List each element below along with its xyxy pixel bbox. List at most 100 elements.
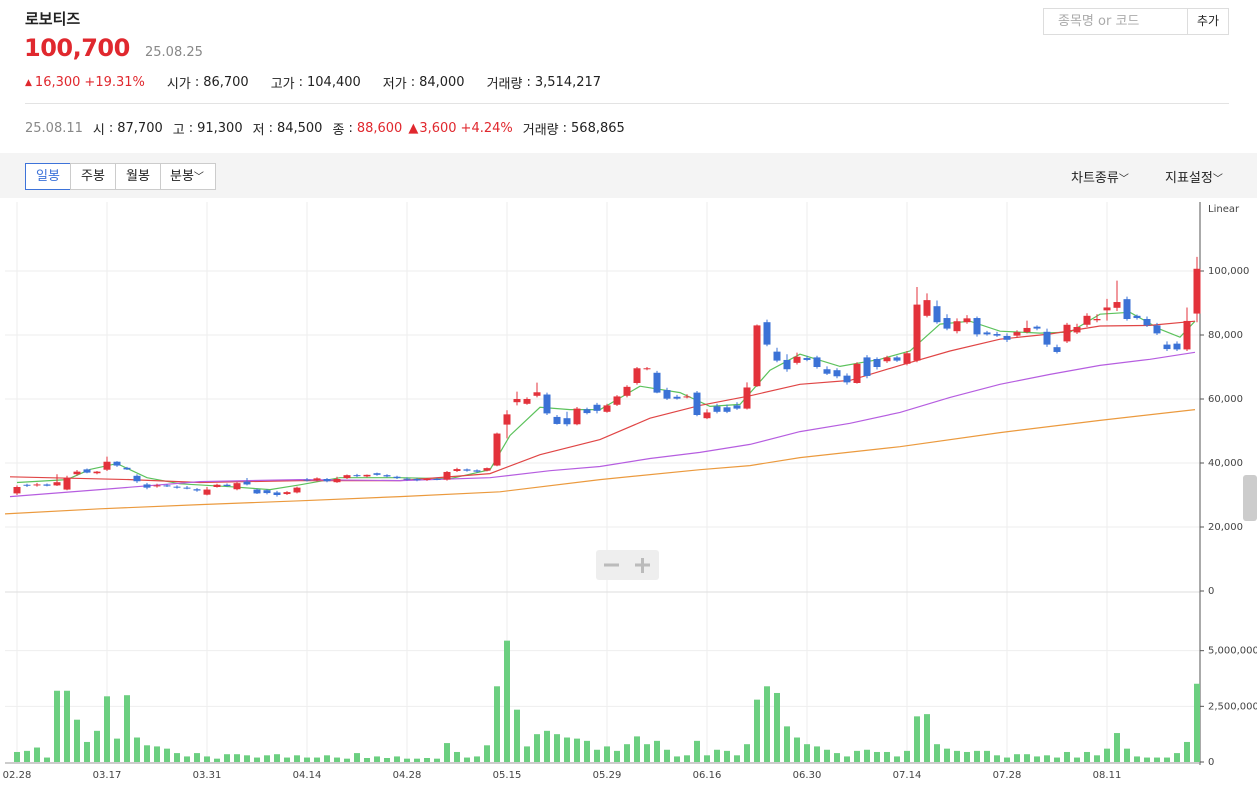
volume-bar (434, 758, 440, 762)
volume-bar (64, 690, 70, 762)
candle-body (1103, 307, 1111, 311)
menu-label: 지표설정 (1165, 171, 1213, 186)
volume-bar (524, 746, 530, 762)
volume-bar (1084, 751, 1090, 762)
volume-bar (994, 755, 1000, 762)
volume-bar (14, 751, 20, 762)
candle-body (1093, 319, 1101, 321)
candle-body (1003, 335, 1011, 340)
candle-body (643, 368, 651, 370)
colon: : (108, 121, 114, 136)
candle-body (633, 368, 641, 383)
stat-label: 저 (252, 123, 265, 138)
candle-body (463, 469, 471, 471)
candle-body (793, 356, 801, 363)
stat-value: 91,300 (197, 121, 243, 136)
volume-bar (894, 756, 900, 762)
candle-body (1143, 319, 1151, 326)
volume-bar (1114, 733, 1120, 762)
volume-tick-label: 2,500,000 (1208, 701, 1257, 712)
volume-bar (794, 737, 800, 762)
candle-body (333, 479, 341, 483)
x-tick-label: 04.28 (393, 770, 422, 781)
candle-body (683, 396, 691, 398)
caret: ﹀ (1212, 174, 1223, 185)
detail-date: 25.08.11 (25, 121, 83, 136)
up-arrow: ▲ (408, 121, 419, 136)
volume-bar (864, 749, 870, 762)
candle-body (703, 412, 711, 419)
zoom-control[interactable] (596, 550, 659, 580)
candle-body (833, 370, 841, 377)
x-tick-label: 05.15 (493, 770, 522, 781)
period-button[interactable]: 일봉 (25, 163, 71, 190)
volume-bar (474, 756, 480, 762)
volume-bar (684, 755, 690, 762)
volume-bar (594, 749, 600, 762)
price-date: 25.08.25 (145, 45, 203, 60)
candle-body (1013, 332, 1021, 336)
candle-body (843, 375, 851, 383)
candle-body (1063, 324, 1071, 342)
candle-body (1053, 347, 1061, 352)
period-button[interactable]: 월봉 (115, 163, 161, 190)
colon: : (194, 75, 200, 90)
volume-bar (1024, 754, 1030, 762)
stat-value: 104,400 (307, 75, 361, 90)
candle-body (613, 396, 621, 405)
candle-body (423, 479, 431, 480)
volume-bar (354, 753, 360, 762)
side-panel-toggle[interactable] (1243, 475, 1257, 521)
volume-bar (814, 746, 820, 762)
candle-body (823, 369, 831, 374)
stat-value: 84,500 (276, 121, 323, 136)
add-button[interactable]: 추가 (1187, 8, 1229, 35)
candle-body (343, 475, 351, 479)
volume-bar (1124, 748, 1130, 762)
candle-body (553, 416, 561, 424)
candle-body (1043, 331, 1051, 345)
volume-bar (1154, 757, 1160, 762)
y-tick-label: 40,000 (1208, 458, 1243, 469)
volume-bar (774, 692, 780, 762)
candle-body (723, 407, 731, 412)
candle-body (903, 353, 911, 364)
search-input[interactable]: 종목명 or 코드 (1043, 8, 1188, 35)
colon: : (410, 75, 416, 90)
candle-body (393, 476, 401, 479)
volume-bar (1004, 757, 1010, 762)
change-percent: +19.31% (84, 75, 145, 90)
volume-bar (174, 753, 180, 762)
candle-body (493, 433, 501, 466)
moving-average-line (5, 409, 1196, 515)
volume-bar (324, 755, 330, 762)
volume-bar (144, 745, 150, 762)
stat-value: 87,700 (117, 121, 163, 136)
x-tick-label: 02.28 (3, 770, 32, 781)
volume-bar (54, 690, 60, 762)
volume-bar (734, 755, 740, 762)
candle-body (303, 479, 311, 481)
indicator-menu[interactable]: 지표설정﹀ (1165, 167, 1223, 186)
x-tick-label: 05.29 (593, 770, 622, 781)
candle-body (543, 394, 551, 414)
candle-body (623, 386, 631, 396)
candle-body (803, 358, 811, 360)
period-label: 분봉 (170, 169, 194, 184)
stat-label: 고 (172, 123, 185, 138)
candle-body (1113, 302, 1121, 308)
volume-bar (604, 746, 610, 762)
chart-type-menu[interactable]: 차트종류﹀ (1071, 167, 1129, 186)
stat-value: 3,514,217 (534, 75, 602, 90)
period-button[interactable]: 주봉 (70, 163, 116, 190)
period-dropdown[interactable]: 분봉﹀ (160, 163, 216, 190)
candle-body (573, 408, 581, 425)
candle-body (563, 418, 571, 425)
volume-bar (24, 750, 30, 762)
volume-bar (384, 757, 390, 762)
volume-bar (974, 750, 980, 762)
volume-bar (364, 757, 370, 762)
volume-bar (294, 755, 300, 762)
candle-body (673, 396, 681, 399)
